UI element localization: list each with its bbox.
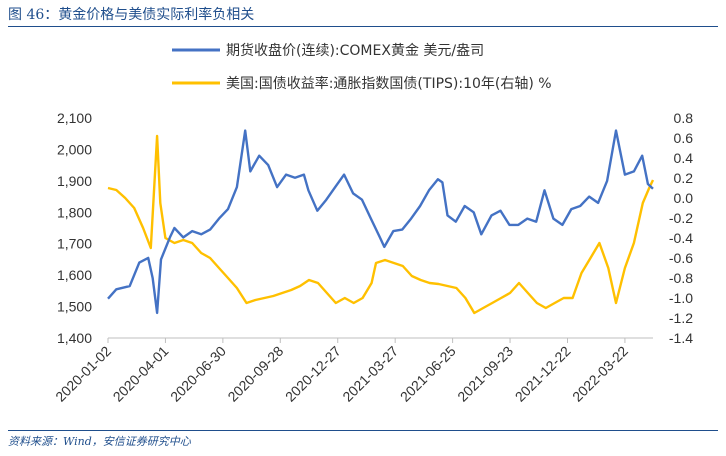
y-left-tick-label: 2,000	[57, 141, 92, 157]
y-left-tick-label: 1,900	[57, 173, 92, 189]
y-right-tick-label: -0.6	[669, 250, 693, 266]
x-tick-label: 2022-03-22	[569, 343, 631, 405]
x-tick-label: 2020-04-01	[110, 343, 172, 405]
x-tick-label: 2020-12-27	[282, 343, 344, 405]
x-tick-label: 2021-06-25	[397, 343, 459, 405]
x-tick-label: 2020-09-28	[224, 343, 286, 405]
y-left-tick-label: 1,600	[57, 267, 92, 283]
y-right-tick-label: -1.4	[669, 330, 693, 346]
y-axis-right: -1.4 -1.2 -1.0 -0.8 -0.6 -0.4 -0.2 0.0 0.2 0.4 0.6…	[669, 110, 693, 346]
legend-label-gold: 期货收盘价(连续):COMEX黄金 美元/盎司	[226, 42, 484, 59]
y-left-tick-label: 1,500	[57, 299, 92, 315]
x-axis: 2020-01-022020-04-012020-06-302020-09-28…	[52, 338, 631, 405]
y-right-tick-label: 0.4	[674, 150, 694, 166]
y-left-tick-label: 1,800	[57, 204, 92, 220]
series-layer	[107, 129, 655, 315]
figure-title: 图 46：黄金价格与美债实际利率负相关	[8, 7, 255, 23]
y-left-tick-label: 2,100	[57, 110, 92, 126]
x-tick-label: 2020-06-30	[167, 343, 229, 405]
series-line-gold	[107, 129, 654, 315]
y-right-tick-label: -1.2	[669, 310, 693, 326]
source-note: 资料来源：Wind，安信证券研究中心	[8, 435, 191, 448]
x-tick-label: 2021-12-22	[512, 343, 574, 405]
y-right-tick-label: -1.0	[669, 290, 693, 306]
legend-label-tips: 美国:国债收益率:通胀指数国债(TIPS):10年(右轴) %	[226, 75, 552, 92]
y-right-tick-label: 0.8	[674, 110, 694, 126]
series-line-tips	[107, 134, 655, 315]
x-tick-label: 2020-01-02	[52, 343, 114, 405]
y-right-tick-label: -0.4	[669, 230, 693, 246]
chart: 期货收盘价(连续):COMEX黄金 美元/盎司 美国:国债收益率:通胀指数国债(…	[52, 42, 693, 405]
y-left-tick-label: 1,400	[57, 330, 92, 346]
title-rule	[8, 26, 718, 27]
x-tick-label: 2021-09-23	[454, 343, 516, 405]
y-right-tick-label: -0.8	[669, 270, 693, 286]
legend: 期货收盘价(连续):COMEX黄金 美元/盎司 美国:国债收益率:通胀指数国债(…	[172, 42, 552, 92]
y-right-tick-label: 0.2	[674, 170, 694, 186]
y-right-tick-label: 0.6	[674, 130, 694, 146]
y-axis-left: 1,400 1,500 1,600 1,700 1,800 1,900 2,000 2,100	[57, 110, 92, 346]
y-left-tick-label: 1,700	[57, 236, 92, 252]
x-tick-label: 2021-03-27	[339, 343, 401, 405]
y-right-tick-label: -0.2	[669, 210, 693, 226]
source-rule	[8, 430, 718, 431]
y-right-tick-label: 0.0	[674, 190, 694, 206]
